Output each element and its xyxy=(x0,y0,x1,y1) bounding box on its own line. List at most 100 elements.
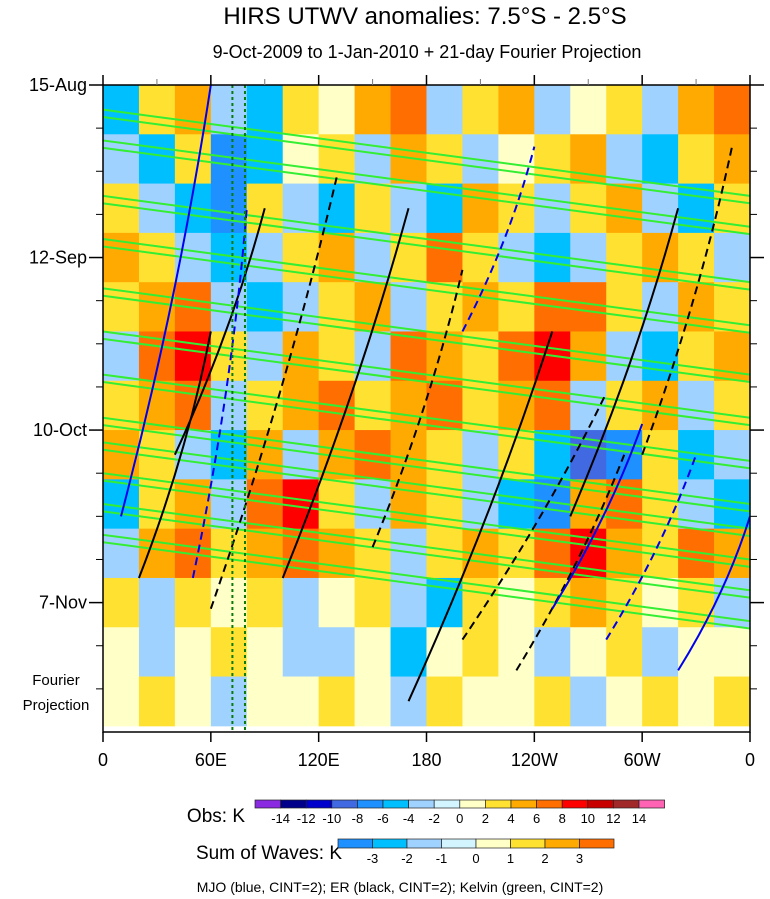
heatmap-cell xyxy=(678,85,715,135)
y-tick-label: 10-Oct xyxy=(33,420,87,440)
heatmap-cell xyxy=(642,676,679,727)
heatmap-cell xyxy=(210,676,248,727)
heatmap-cell xyxy=(282,183,320,234)
heatmap-cell xyxy=(138,282,176,332)
heatmap-cell xyxy=(390,676,427,727)
heatmap-cell xyxy=(426,380,463,431)
heatmap-cell xyxy=(282,85,320,135)
waves-level: -3 xyxy=(367,851,379,866)
obs-swatch xyxy=(357,799,384,809)
heatmap-cell xyxy=(282,380,320,431)
er-contour xyxy=(569,207,680,517)
mjo-contour xyxy=(461,146,536,332)
er-contour xyxy=(407,331,554,702)
obs-swatch xyxy=(280,799,307,809)
heatmap-cell xyxy=(714,627,751,678)
heatmap-cell xyxy=(642,232,679,283)
chart-subtitle: 9-Oct-2009 to 1-Jan-2010 + 21-day Fourie… xyxy=(213,42,642,62)
heatmap-cell xyxy=(570,331,607,382)
heatmap-cell xyxy=(642,85,679,135)
heatmap-cell xyxy=(714,134,751,185)
kelvin-contour xyxy=(103,238,750,327)
obs-level: 14 xyxy=(632,811,646,826)
waves-level: -2 xyxy=(401,851,413,866)
heatmap-cell xyxy=(282,430,320,480)
heatmap-cell xyxy=(606,627,643,678)
waves-swatch xyxy=(406,838,442,849)
heatmap-cell xyxy=(570,183,607,234)
kelvin-contour xyxy=(103,533,750,623)
kelvin-contour xyxy=(103,541,750,630)
heatmap-cell xyxy=(678,676,715,727)
waves-swatch xyxy=(337,838,373,849)
heatmap-cell xyxy=(318,232,356,283)
heatmap-cell xyxy=(103,380,140,431)
heatmap-cell xyxy=(246,85,284,135)
obs-level: -2 xyxy=(428,811,440,826)
heatmap-cell xyxy=(318,577,356,628)
obs-swatch xyxy=(305,799,333,809)
heatmap-cell xyxy=(606,676,643,727)
heatmap-cell xyxy=(246,232,284,283)
waves-level: -1 xyxy=(436,851,448,866)
heatmap-cell xyxy=(138,85,176,135)
kelvin-contour xyxy=(103,245,750,334)
heatmap-cell xyxy=(246,627,284,678)
heatmap-cell xyxy=(210,380,248,431)
heatmap-cell xyxy=(103,676,140,727)
obs-level: 2 xyxy=(482,811,489,826)
heatmap-cell xyxy=(642,282,679,332)
heatmap-cell xyxy=(390,232,427,283)
kelvin-contour xyxy=(103,116,750,205)
kelvin-contour xyxy=(103,424,750,513)
obs-swatch xyxy=(408,799,435,809)
heatmap-cell xyxy=(570,676,607,727)
heatmap-cell xyxy=(498,282,535,332)
y-tick-label: 12-Sep xyxy=(29,248,87,268)
er-contour xyxy=(641,146,734,456)
heatmap-cell xyxy=(534,85,571,135)
kelvin-contour xyxy=(103,416,750,506)
heatmap-cell xyxy=(282,676,320,727)
heatmap-cell xyxy=(390,85,427,135)
kelvin-contour xyxy=(103,373,750,462)
heatmap-cell xyxy=(462,430,499,480)
x-tick-label: 120W xyxy=(511,750,558,770)
heatmap-cell xyxy=(498,134,535,185)
heatmap-cell xyxy=(678,627,715,678)
heatmap-cell xyxy=(174,676,212,727)
heatmap-cell xyxy=(246,577,284,628)
obs-swatch xyxy=(331,799,358,809)
chart-title: HIRS UTWV anomalies: 7.5°S - 2.5°S xyxy=(223,3,626,30)
heatmap-cell xyxy=(246,331,284,382)
waves-swatch xyxy=(475,838,511,849)
kelvin-contour xyxy=(103,337,750,427)
heatmap-cell xyxy=(534,380,571,431)
heatmap-cell xyxy=(498,577,535,628)
heatmap-cell xyxy=(354,577,392,628)
heatmap-cell xyxy=(138,627,176,678)
heatmap-cell xyxy=(426,627,463,678)
kelvin-contour xyxy=(103,108,750,197)
x-tick-label: 60E xyxy=(195,750,227,770)
heatmap-cell xyxy=(426,85,463,135)
heatmap-cell xyxy=(318,676,356,727)
heatmap-cell xyxy=(354,627,392,678)
waves-swatch xyxy=(510,838,546,849)
heatmap-cell xyxy=(138,676,176,727)
heatmap-cell xyxy=(390,282,427,332)
obs-level: -4 xyxy=(403,811,415,826)
heatmap-cell xyxy=(246,134,284,185)
obs-level: -6 xyxy=(377,811,389,826)
heatmap-cell xyxy=(246,282,284,332)
waves-swatch xyxy=(441,838,477,849)
heatmap-cell xyxy=(426,134,463,185)
obs-level: 10 xyxy=(581,811,595,826)
heatmap-cell xyxy=(714,528,751,579)
obs-level: 0 xyxy=(456,811,463,826)
er-contour xyxy=(515,454,626,671)
heatmap-cell xyxy=(246,676,284,727)
heatmap-cell xyxy=(714,430,751,480)
mjo-contour xyxy=(605,454,698,641)
kelvin-contour xyxy=(103,330,750,419)
